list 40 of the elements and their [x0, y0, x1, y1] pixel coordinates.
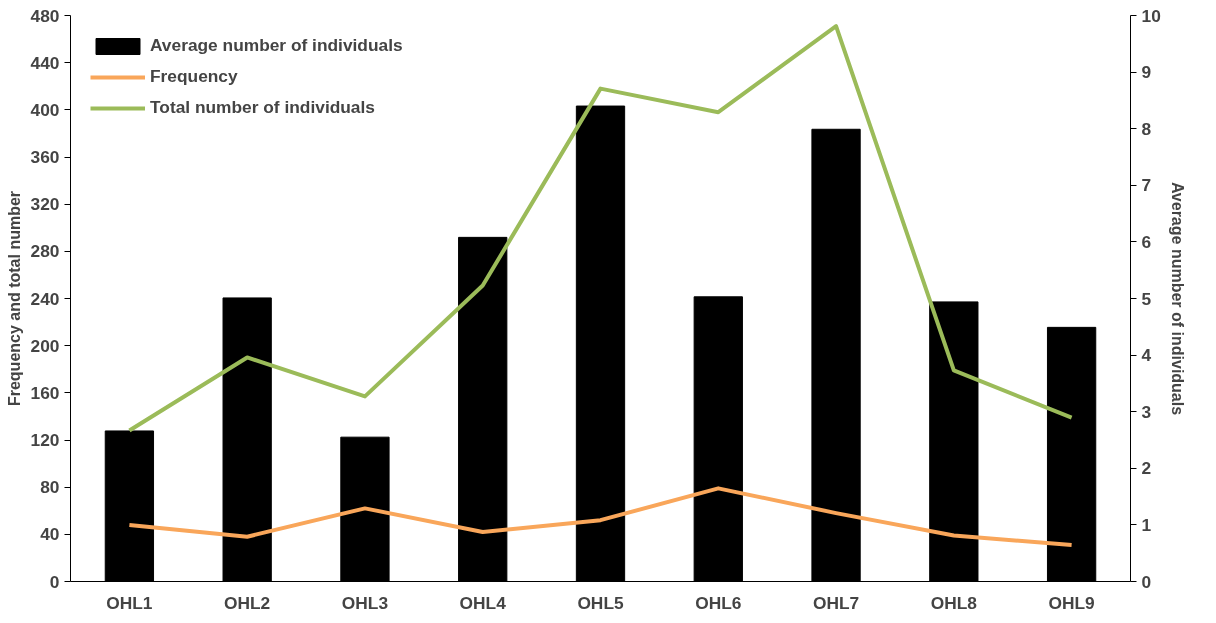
y2-tick-label: 9	[1141, 62, 1152, 83]
x-tick-label: OHL9	[1048, 592, 1095, 613]
y-tick-label: 280	[30, 241, 60, 262]
y2-tick-label: 8	[1141, 118, 1152, 139]
y2-tick-label: 4	[1141, 345, 1152, 366]
x-tick-label: OHL4	[459, 592, 507, 613]
x-tick-label: OHL1	[106, 592, 153, 613]
y-tick-label: 80	[40, 477, 60, 498]
x-tick-label: OHL3	[341, 592, 389, 613]
x-tick-label: OHL6	[695, 592, 742, 613]
y-tick-label: 320	[30, 194, 60, 215]
y-tick-label: 40	[40, 524, 60, 545]
y2-tick-label: 7	[1141, 175, 1152, 196]
y-tick-label: 480	[30, 5, 60, 26]
y-tick-label: 440	[30, 52, 60, 73]
y-tick-label: 360	[30, 147, 60, 167]
y-tick-label: 160	[30, 382, 60, 403]
line-series	[127, 486, 1074, 547]
y-tick-label: 240	[30, 288, 60, 309]
y2-tick-label: 0	[1141, 571, 1152, 592]
y-tick-label: 400	[30, 99, 60, 120]
line-series	[127, 24, 1074, 433]
y-tick-label: 0	[49, 571, 60, 592]
y2-tick-label: 1	[1141, 514, 1152, 535]
x-tick-label: OHL2	[224, 592, 271, 613]
y-axis-title: Frequency and total number	[5, 190, 23, 407]
y-tick-label: 200	[30, 335, 60, 356]
legend-label: Average number of individuals	[150, 35, 403, 56]
x-tick-label: OHL7	[812, 592, 860, 613]
y2-axis-title: Average number of individuals	[1168, 181, 1186, 416]
y-tick-label: 120	[30, 430, 60, 450]
y2-tick-label: 10	[1141, 5, 1161, 26]
x-tick-label: OHL5	[577, 592, 624, 613]
y2-tick-label: 2	[1141, 458, 1152, 479]
x-tick-label: OHL8	[930, 592, 978, 613]
y2-tick-label: 5	[1141, 288, 1152, 309]
y2-tick-label: 3	[1141, 401, 1152, 422]
y2-tick-label: 6	[1141, 231, 1152, 252]
legend-label: Total number of individuals	[150, 97, 375, 118]
legend-label: Frequency	[150, 66, 238, 87]
